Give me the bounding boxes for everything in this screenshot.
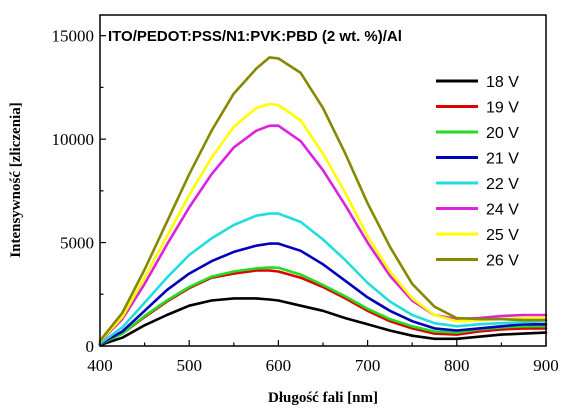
x-tick-label: 400 [87, 356, 113, 375]
series-line-21v [98, 242, 548, 346]
legend-label: 26 V [486, 253, 519, 270]
x-tick-label: 600 [266, 356, 292, 375]
ticks-layer: 400 500 600 700 800 900 0 5000 10000 15000 [52, 27, 559, 375]
y-tick-label: 0 [86, 337, 95, 356]
y-tick-label: 10000 [52, 130, 95, 149]
legend-label: 22 V [486, 176, 519, 193]
series-line-26v [98, 56, 548, 343]
legend-label: 24 V [486, 202, 519, 219]
chart-title: ITO/PEDOT:PSS/N1:PVK:PBD (2 wt. %)/Al [108, 28, 402, 45]
series-line-19v [98, 269, 548, 346]
y-tick-label: 15000 [52, 27, 95, 46]
series-line-20v [98, 266, 548, 346]
y-axis-title: Intensywność [zliczenia] [8, 102, 24, 257]
series-layer [98, 56, 548, 347]
legend: 18 V 19 V 20 V 21 V 22 V 24 V 25 V 26 V [436, 74, 519, 270]
series-line-18v [98, 297, 548, 347]
legend-label: 18 V [486, 74, 519, 91]
legend-label: 21 V [486, 151, 519, 168]
x-tick-label: 700 [355, 356, 381, 375]
legend-label: 20 V [486, 125, 519, 142]
legend-label: 19 V [486, 100, 519, 117]
x-tick-label: 800 [444, 356, 470, 375]
x-axis-title: Długość fali [nm] [268, 390, 378, 406]
x-tick-label: 900 [533, 356, 559, 375]
series-line-22v [98, 212, 548, 345]
x-tick-label: 500 [176, 356, 202, 375]
series-line-25v [98, 102, 548, 343]
plot-frame [99, 14, 547, 347]
legend-label: 25 V [486, 227, 519, 244]
y-tick-label: 5000 [60, 234, 94, 253]
